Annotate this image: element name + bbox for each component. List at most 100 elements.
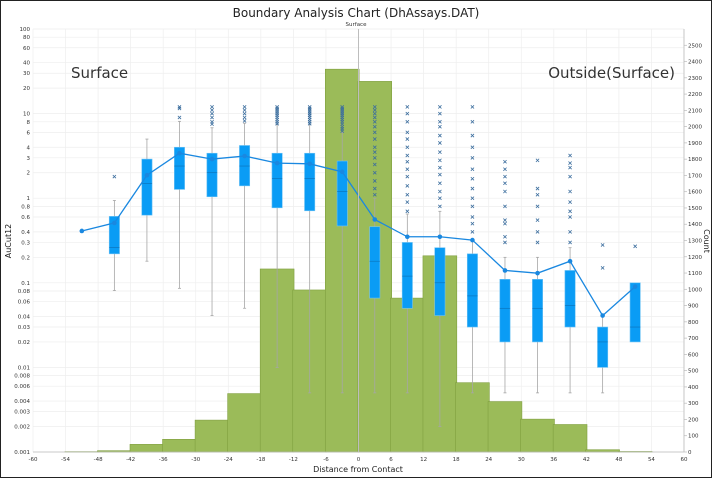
x-tick-label: -42 <box>126 457 135 463</box>
count-bar <box>228 394 262 452</box>
annotation-surface: Surface <box>71 64 128 82</box>
outlier-marker <box>438 125 441 128</box>
box-iqr <box>630 283 640 342</box>
outlier-marker <box>406 175 409 178</box>
mean-point <box>503 268 508 273</box>
x-tick-label: 36 <box>550 457 557 463</box>
y-right-tick-label: 1000 <box>688 287 702 293</box>
count-bar <box>553 425 587 452</box>
box-iqr <box>142 159 152 215</box>
y-right-tick-label: 1800 <box>688 157 702 163</box>
outlier-marker <box>536 187 539 190</box>
y-left-tick-label: 0.006 <box>14 384 30 390</box>
x-tick-label: 48 <box>615 457 622 463</box>
outlier-marker <box>568 161 571 164</box>
y-left-tick-label: 0.008 <box>14 374 30 380</box>
x-axis-label: Distance from Contact <box>313 465 403 474</box>
y-right-tick-label: 1600 <box>688 190 702 196</box>
y-right-tick-label: 2200 <box>688 92 702 98</box>
mean-point <box>177 151 182 156</box>
y-left-tick-label: 0.003 <box>14 410 30 416</box>
y-left-tick-label: 30 <box>23 71 30 77</box>
x-tick-label: -24 <box>224 457 233 463</box>
count-bar <box>488 402 522 452</box>
outlier-marker <box>406 184 409 187</box>
outlier-marker <box>438 182 441 185</box>
x-tick-label: -36 <box>159 457 168 463</box>
x-tick-label: 6 <box>389 457 393 463</box>
outlier-marker <box>471 105 474 108</box>
outlier-marker <box>503 190 506 193</box>
y-right-tick-label: 300 <box>688 401 699 407</box>
box-iqr <box>500 279 510 342</box>
x-tick-label: 0 <box>357 457 361 463</box>
x-tick-label: -12 <box>289 457 298 463</box>
y-left-tick-label: 0.08 <box>18 289 31 295</box>
outlier-marker <box>601 266 604 269</box>
box-iqr <box>565 270 575 327</box>
y-left-tick-label: 0.03 <box>18 325 31 331</box>
y-right-tick-label: 1900 <box>688 141 702 147</box>
y-left-tick-label: 0.02 <box>18 340 30 346</box>
y-right-tick-label: 400 <box>688 385 699 391</box>
y-left-tick-label: 8 <box>27 120 31 126</box>
outlier-marker <box>503 219 506 222</box>
y-left-tick-label: 0.004 <box>14 399 30 405</box>
y-right-tick-label: 600 <box>688 352 699 358</box>
outlier-marker <box>406 105 409 108</box>
y-left-tick-label: 100 <box>20 27 31 33</box>
mean-point <box>633 284 638 289</box>
y-left-tick-label: 0.002 <box>14 425 30 431</box>
x-tick-label: -54 <box>61 457 70 463</box>
y-right-axis-label: Count <box>702 229 711 253</box>
outlier-marker <box>406 154 409 157</box>
box-iqr <box>597 327 607 367</box>
outlier-marker <box>471 187 474 190</box>
y-left-tick-label: 0.001 <box>14 450 30 456</box>
outlier-marker <box>471 168 474 171</box>
outlier-marker <box>568 154 571 157</box>
mean-point <box>372 217 377 222</box>
outlier-marker <box>178 116 181 119</box>
y-left-tick-label: 10 <box>23 112 30 118</box>
outlier-marker <box>438 159 441 162</box>
x-tick-label: -60 <box>29 457 38 463</box>
y-right-tick-label: 2500 <box>688 43 702 49</box>
y-left-tick-label: 0.4 <box>21 230 30 236</box>
annotation-outside-surface: Outside(Surface) <box>548 64 675 82</box>
outlier-marker <box>471 222 474 225</box>
outlier-marker <box>406 200 409 203</box>
outlier-marker <box>601 243 604 246</box>
outlier-marker <box>503 160 506 163</box>
y-right-tick-label: 1400 <box>688 222 702 228</box>
chart-subtitle: Surface <box>346 22 368 28</box>
y-left-axis-label: AuCut12 <box>4 224 13 259</box>
box-iqr <box>370 227 380 298</box>
y-left-tick-label: 40 <box>23 61 30 67</box>
outlier-marker <box>406 210 409 213</box>
y-right-tick-label: 800 <box>688 320 699 326</box>
outlier-marker <box>210 108 213 111</box>
outlier-marker <box>438 134 441 137</box>
y-right-tick-label: 1200 <box>688 255 702 261</box>
box-iqr <box>239 145 249 185</box>
y-right-tick-label: 900 <box>688 304 699 310</box>
outlier-marker <box>406 193 409 196</box>
y-left-tick-label: 80 <box>23 35 30 41</box>
mean-point <box>242 154 247 159</box>
outlier-marker <box>503 222 506 225</box>
outlier-marker <box>503 168 506 171</box>
outlier-marker <box>568 200 571 203</box>
y-left-tick-label: 0.04 <box>18 314 31 320</box>
y-right-tick-label: 2000 <box>688 125 702 131</box>
count-bar <box>163 439 197 452</box>
y-left-tick-label: 4 <box>27 145 31 151</box>
outlier-marker <box>113 175 116 178</box>
box-iqr <box>402 242 412 308</box>
mean-point <box>112 221 117 226</box>
y-right-tick-label: 200 <box>688 417 699 423</box>
x-tick-label: 12 <box>420 457 427 463</box>
y-right-tick-label: 0 <box>688 450 692 456</box>
mean-point <box>535 271 540 276</box>
box-iqr <box>532 279 542 342</box>
